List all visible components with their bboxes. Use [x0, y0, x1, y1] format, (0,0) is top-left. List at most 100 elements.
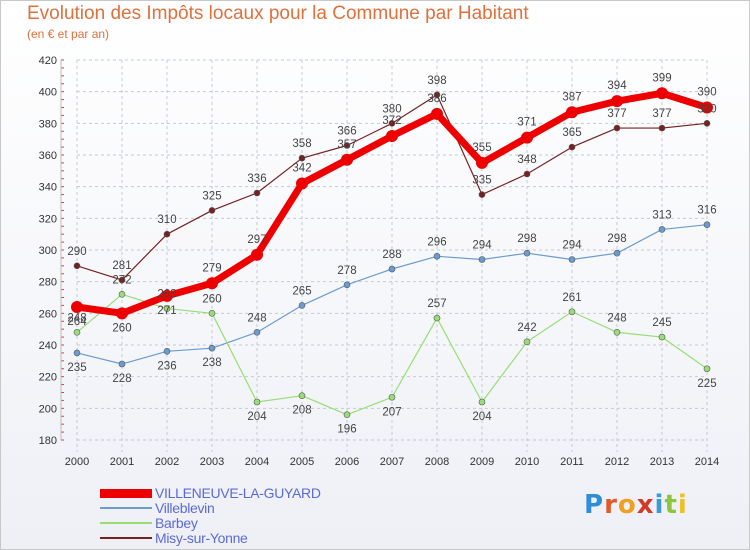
y-tick-label: 400: [39, 87, 57, 99]
data-point: [568, 143, 576, 151]
data-point: [163, 348, 171, 355]
data-label: 272: [112, 274, 131, 286]
data-point: [118, 276, 126, 284]
logo-letter: x: [636, 490, 655, 520]
y-tick-label: 260: [39, 308, 57, 320]
data-label: 248: [67, 312, 86, 324]
x-tick-label: 2005: [290, 456, 314, 468]
data-label: 238: [202, 357, 221, 369]
data-point: [701, 101, 713, 114]
x-tick-label: 2013: [650, 456, 674, 468]
logo-letter: i: [654, 490, 665, 520]
data-point: [476, 156, 488, 169]
data-label: 245: [652, 317, 671, 329]
data-point: [656, 87, 668, 100]
data-label: 265: [292, 285, 311, 297]
data-point: [73, 329, 81, 336]
data-point: [478, 256, 486, 263]
data-label: 310: [157, 214, 176, 226]
data-label: 248: [607, 312, 626, 324]
data-label: 263: [157, 289, 176, 301]
data-point: [163, 230, 171, 238]
x-tick-label: 2001: [110, 456, 134, 468]
data-label: 366: [337, 126, 356, 138]
legend-item-barbey: Barbey: [100, 516, 198, 530]
data-point: [253, 189, 261, 197]
data-point: [343, 411, 351, 418]
data-point: [251, 248, 263, 261]
x-tick-label: 2010: [515, 456, 539, 468]
data-point: [296, 177, 308, 190]
data-point: [343, 142, 351, 149]
data-point: [658, 124, 666, 132]
y-tick-label: 240: [39, 340, 57, 352]
y-tick-label: 300: [39, 245, 57, 257]
data-point: [298, 392, 306, 399]
x-tick-label: 2011: [560, 456, 584, 468]
data-point: [208, 207, 216, 214]
data-label: 242: [517, 322, 536, 334]
data-label: 325: [202, 190, 221, 202]
x-tick-label: 2004: [245, 456, 269, 468]
legend-label: Villeblevin: [155, 500, 215, 516]
data-point: [206, 277, 218, 290]
data-label: 271: [157, 305, 176, 317]
y-tick-label: 360: [39, 150, 57, 162]
data-point: [73, 262, 81, 270]
data-label: 365: [562, 127, 581, 139]
data-label: 281: [112, 260, 131, 272]
data-point: [161, 289, 173, 302]
data-label: 372: [382, 115, 401, 127]
data-point: [433, 253, 441, 260]
y-tick-label: 200: [39, 403, 57, 415]
data-point: [118, 360, 126, 368]
data-label: 236: [157, 360, 176, 372]
data-point: [433, 91, 441, 99]
logo-letter: i: [677, 490, 688, 520]
data-point: [568, 308, 576, 316]
data-label: 399: [652, 72, 671, 84]
data-label: 342: [292, 163, 311, 175]
data-label: 313: [652, 209, 671, 221]
data-label: 348: [517, 154, 536, 166]
x-tick-label: 2008: [425, 456, 449, 468]
y-tick-label: 180: [39, 435, 57, 447]
legend-swatch: [100, 522, 152, 524]
data-point: [73, 349, 81, 357]
legend-swatch: [100, 537, 152, 539]
y-tick-label: 340: [39, 182, 57, 194]
data-point: [341, 153, 353, 166]
data-label: 228: [112, 373, 131, 385]
data-label: 316: [697, 205, 716, 217]
legend-item-villeblevin: Villeblevin: [100, 500, 215, 516]
data-point: [386, 130, 398, 142]
x-tick-label: 2014: [695, 456, 719, 468]
data-point: [658, 226, 666, 233]
data-point: [118, 291, 126, 298]
data-label: 208: [292, 405, 311, 417]
data-point: [611, 95, 623, 108]
legend-item-villeneuve: VILLENEUVE-LA-GUYARD: [100, 486, 321, 500]
y-tick-label: 320: [39, 213, 57, 225]
data-point: [298, 154, 306, 162]
data-label: 380: [382, 103, 401, 115]
data-point: [521, 131, 533, 144]
data-label: 204: [247, 411, 267, 423]
data-point: [703, 365, 711, 373]
data-point: [388, 120, 396, 127]
data-label: 371: [517, 117, 536, 129]
data-label: 257: [427, 298, 446, 310]
x-tick-label: 2012: [605, 456, 629, 468]
data-label: 260: [202, 293, 221, 305]
data-point: [523, 249, 531, 257]
data-point: [116, 307, 128, 320]
data-label: 294: [472, 240, 492, 252]
x-tick-label: 2002: [155, 456, 179, 468]
x-tick-label: 2007: [380, 456, 404, 468]
data-point: [253, 398, 261, 406]
data-point: [703, 120, 711, 127]
data-point: [658, 333, 666, 341]
data-label: 377: [652, 108, 671, 120]
data-label: 260: [112, 322, 131, 334]
y-tick-label: 380: [39, 118, 57, 130]
